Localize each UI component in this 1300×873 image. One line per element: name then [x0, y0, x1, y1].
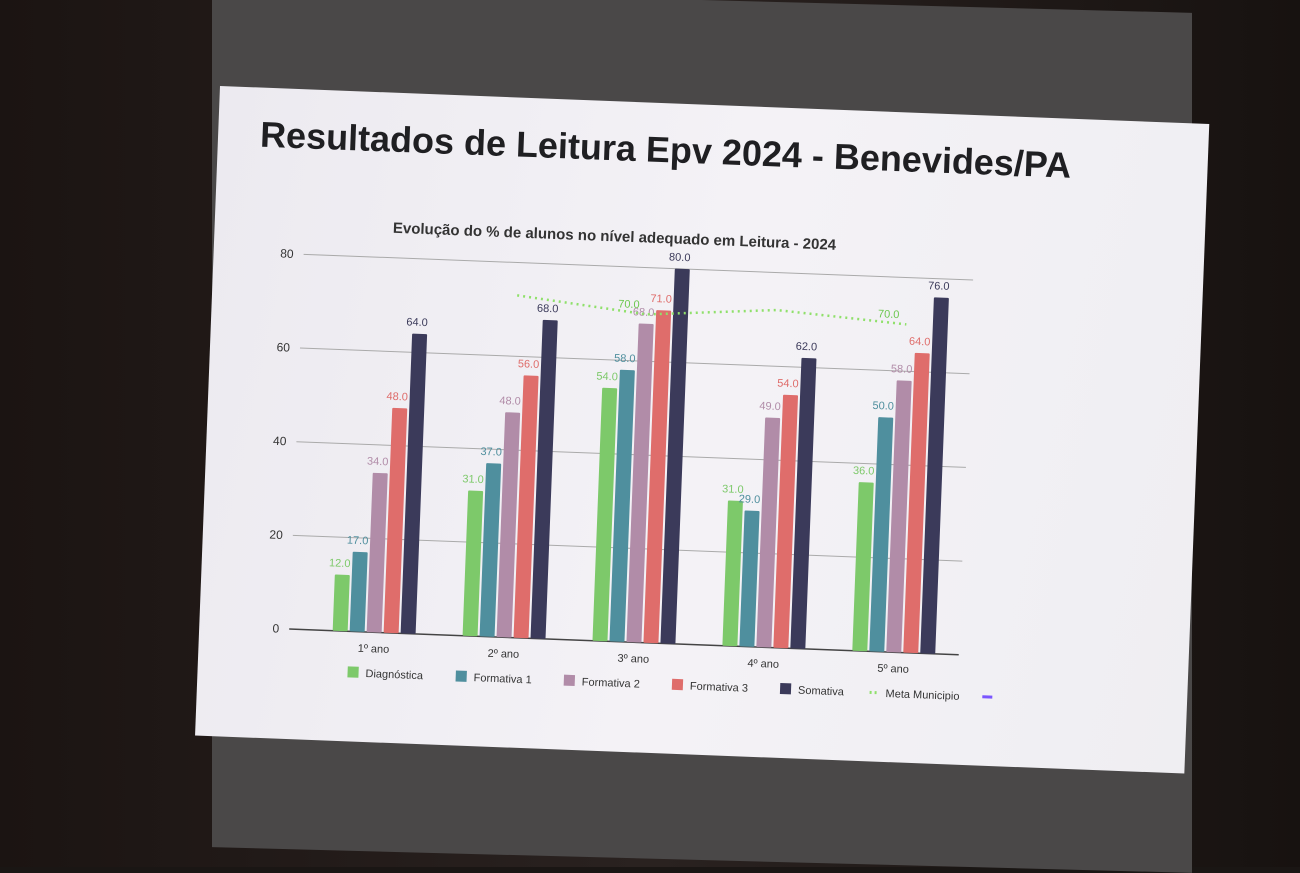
gridline — [304, 254, 974, 280]
legend-swatch — [456, 670, 467, 681]
chart-title: Evolução do % de alunos no nível adequad… — [393, 220, 837, 254]
data-label: 48.0 — [386, 391, 408, 404]
legend-swatch — [347, 666, 358, 677]
legend-swatch — [672, 679, 683, 690]
bar-chart: Evolução do % de alunos no nível adequad… — [195, 86, 1209, 774]
bar — [463, 491, 484, 637]
bar — [333, 575, 350, 632]
y-tick-label: 40 — [273, 434, 287, 449]
bar — [350, 552, 368, 632]
data-label: 64.0 — [909, 336, 931, 349]
bar — [401, 334, 428, 634]
data-label: 68.0 — [537, 303, 559, 316]
meta-label: 70.0 — [618, 298, 640, 311]
data-label: 50.0 — [872, 400, 894, 413]
data-label: 37.0 — [480, 446, 502, 459]
y-tick-label: 0 — [272, 621, 280, 635]
data-label: 36.0 — [853, 465, 875, 478]
legend-swatch — [780, 683, 791, 694]
meta-line — [517, 295, 907, 324]
data-label: 29.0 — [739, 493, 761, 506]
data-label: 48.0 — [499, 395, 521, 408]
bar — [739, 511, 759, 647]
x-tick-label: 2º ano — [487, 648, 519, 661]
meta-label: 70.0 — [878, 308, 900, 321]
legend-label: Formativa 2 — [582, 676, 640, 690]
legend-label: Somativa — [798, 685, 845, 699]
x-tick-label: 4º ano — [747, 658, 779, 671]
x-tick-label: 5º ano — [877, 663, 909, 676]
data-label: 64.0 — [406, 316, 428, 329]
legend-swatch — [564, 675, 575, 686]
data-label: 17.0 — [347, 535, 369, 548]
data-label: 49.0 — [759, 400, 781, 413]
data-label: 76.0 — [928, 280, 950, 293]
data-label: 58.0 — [891, 363, 913, 376]
data-label: 54.0 — [596, 371, 618, 384]
y-tick-label: 60 — [276, 340, 290, 355]
data-label: 62.0 — [795, 341, 817, 354]
legend-label: Diagnóstica — [365, 668, 424, 682]
data-label: 54.0 — [777, 377, 799, 390]
legend-label: Formativa 3 — [690, 680, 748, 694]
x-tick-label: 1º ano — [357, 643, 389, 656]
data-label: 31.0 — [462, 473, 484, 486]
data-label: 12.0 — [329, 557, 351, 570]
legend-label: Formativa 1 — [473, 672, 531, 686]
y-tick-label: 80 — [280, 246, 294, 261]
bar — [722, 500, 743, 646]
data-label: 34.0 — [367, 456, 389, 469]
data-label: 58.0 — [614, 352, 636, 365]
data-label: 80.0 — [669, 251, 691, 264]
data-label: 71.0 — [650, 293, 672, 306]
x-tick-label: 3º ano — [617, 653, 649, 666]
legend-label: Meta Municipio — [885, 688, 959, 703]
y-tick-label: 20 — [269, 527, 283, 542]
data-label: 56.0 — [518, 358, 540, 371]
slide: Resultados de Leitura Epv 2024 - Benevid… — [195, 86, 1209, 774]
